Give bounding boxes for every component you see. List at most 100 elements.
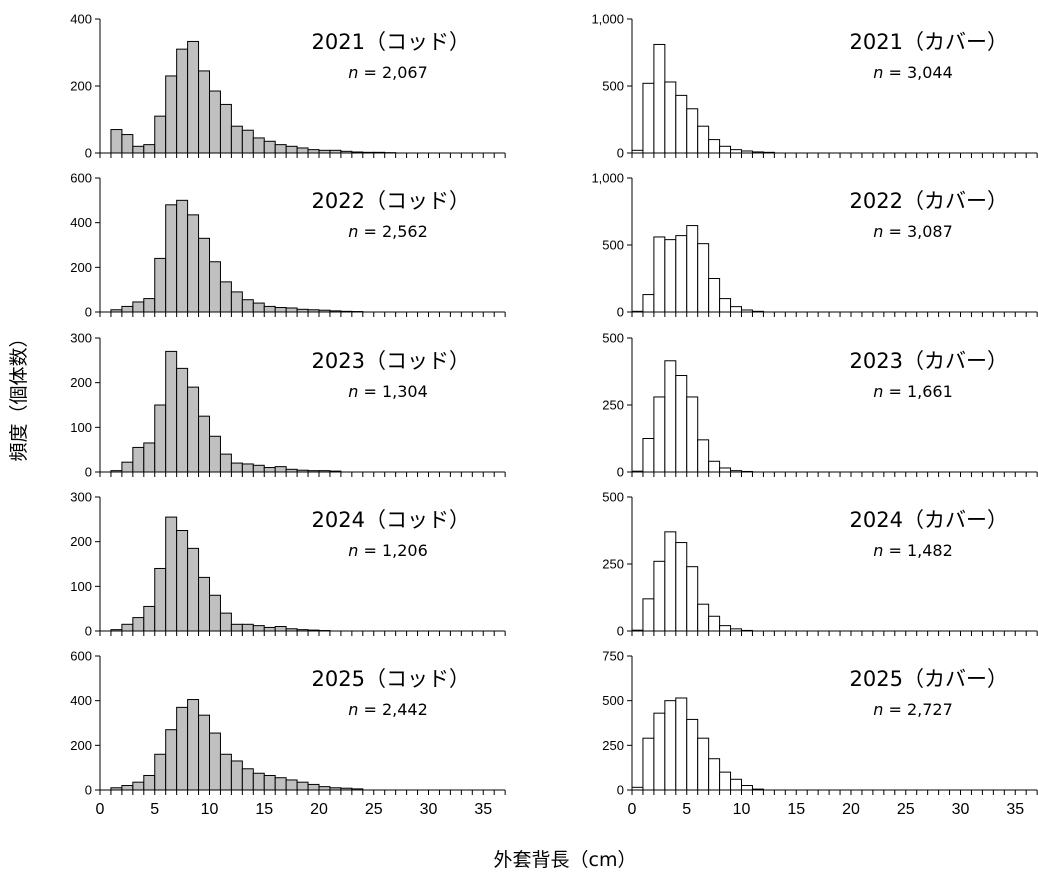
- histogram-bar: [176, 530, 189, 632]
- histogram-bar: [209, 435, 221, 473]
- histogram-bar: [274, 144, 287, 154]
- histogram-bar: [176, 48, 189, 154]
- histogram-bar: [307, 783, 320, 791]
- histogram-bar: [143, 774, 156, 791]
- x-tick-label: 30: [420, 801, 438, 818]
- histogram-bar: [653, 236, 666, 313]
- histogram-bar: [154, 257, 167, 313]
- histogram-panel: 0 200 400 600 0 5 10 15 20 25 30 35 2025（コッド） n = 2,4…: [70, 649, 506, 818]
- y-tick-label: 500: [602, 238, 624, 253]
- histogram-bar: [708, 460, 721, 473]
- histogram-bar: [285, 779, 298, 791]
- y-tick-label: 250: [602, 557, 624, 572]
- sample-size-label: n = 2,067: [348, 63, 428, 82]
- histogram-bar: [263, 140, 276, 154]
- histogram-bar: [230, 462, 243, 473]
- histogram-panel: 0 250 500 750 0 5 10 15 20 25 30 35 2025（カバー） n = 2,7…: [602, 649, 1038, 818]
- sample-size-label: n = 3,044: [873, 63, 953, 82]
- x-tick-label: 15: [255, 801, 273, 818]
- sample-size-label: n = 1,482: [873, 541, 953, 560]
- histogram-bar: [209, 732, 221, 791]
- histogram-bar: [307, 149, 320, 154]
- histogram-bar: [730, 306, 742, 313]
- y-tick-label: 500: [602, 79, 624, 94]
- histogram-bar: [719, 145, 732, 154]
- panel-title: 2025（コッド）: [312, 667, 470, 691]
- histogram-bar: [642, 82, 655, 154]
- histogram-bar: [686, 108, 699, 154]
- histogram-bar: [263, 305, 276, 313]
- y-tick-label: 0: [85, 465, 92, 480]
- panel-title: 2023（コッド）: [312, 349, 470, 373]
- y-tick-label: 200: [70, 738, 92, 753]
- histogram-bar: [675, 542, 688, 632]
- y-tick-label: 400: [70, 693, 92, 708]
- panel-title: 2022（カバー）: [850, 189, 1008, 213]
- histogram-bar: [209, 594, 221, 632]
- histogram-bar: [187, 699, 200, 791]
- histogram-bar: [219, 753, 232, 791]
- histogram-bar: [719, 467, 732, 473]
- histogram-bar: [675, 697, 688, 791]
- panel-title: 2021（カバー）: [850, 30, 1008, 54]
- histogram-bar: [642, 737, 655, 791]
- sample-size-label: n = 1,661: [873, 382, 953, 401]
- y-tick-label: 600: [70, 649, 92, 664]
- histogram-bar: [730, 149, 742, 154]
- n-symbol: n: [348, 541, 358, 560]
- n-value: = 2,067: [358, 63, 427, 82]
- histogram-bar: [675, 375, 688, 473]
- histogram-bar: [230, 291, 243, 313]
- histogram-panel: 0 500 1,000 2021（カバー） n = 3,044: [591, 12, 1038, 161]
- sample-size-label: n = 2,562: [348, 222, 428, 241]
- histogram-bar: [263, 626, 276, 632]
- y-tick-label: 0: [617, 783, 624, 798]
- sample-size-label: n = 1,206: [348, 541, 428, 560]
- sample-size-label: n = 1,304: [348, 382, 428, 401]
- y-tick-label: 1,000: [591, 12, 624, 27]
- histogram-bar: [708, 278, 721, 313]
- y-tick-label: 0: [85, 783, 92, 798]
- histogram-bar: [653, 43, 666, 154]
- histogram-bar: [176, 706, 189, 791]
- histogram-bar: [675, 94, 688, 154]
- histogram-panel: 0 250 500 2024（カバー） n = 1,482: [602, 490, 1038, 639]
- histogram-bar: [230, 125, 243, 154]
- histogram-bar: [198, 714, 211, 791]
- histogram-bar: [187, 40, 200, 154]
- histogram-bar: [664, 81, 677, 154]
- histogram-panel: 0 100 200 300 2024（コッド） n = 1,206: [70, 490, 506, 639]
- y-tick-label: 500: [602, 331, 624, 346]
- y-tick-label: 0: [617, 465, 624, 480]
- x-tick-label: 5: [682, 801, 691, 818]
- histogram-panel: 0 100 200 300 2023（コッド） n = 1,304: [70, 331, 506, 480]
- histogram-bar: [686, 566, 699, 632]
- histogram-bar: [198, 237, 211, 313]
- n-symbol: n: [348, 222, 358, 241]
- histogram-bar: [241, 463, 254, 473]
- y-tick-label: 750: [602, 649, 624, 664]
- histogram-bar: [697, 439, 710, 473]
- y-axis-title: 頻度（個体数）: [8, 328, 30, 461]
- histogram-bar: [664, 700, 677, 791]
- histogram-bar: [252, 464, 265, 473]
- panel-title: 2022（コッド）: [312, 189, 470, 213]
- n-value: = 1,482: [883, 541, 952, 560]
- sample-size-label: n = 2,442: [348, 700, 428, 719]
- histogram-bar: [241, 129, 254, 154]
- x-tick-label: 25: [897, 801, 915, 818]
- n-value: = 1,304: [358, 382, 427, 401]
- histogram-bar: [664, 531, 677, 632]
- histogram-bar: [653, 712, 666, 791]
- y-tick-label: 0: [617, 624, 624, 639]
- sample-size-label: n = 2,727: [873, 700, 953, 719]
- x-tick-label: 5: [150, 801, 159, 818]
- y-tick-label: 500: [602, 693, 624, 708]
- histogram-bar: [132, 145, 145, 154]
- panel-title: 2023（カバー）: [850, 349, 1008, 373]
- histogram-bar: [110, 129, 123, 154]
- n-symbol: n: [873, 63, 883, 82]
- histogram-bar: [708, 758, 721, 791]
